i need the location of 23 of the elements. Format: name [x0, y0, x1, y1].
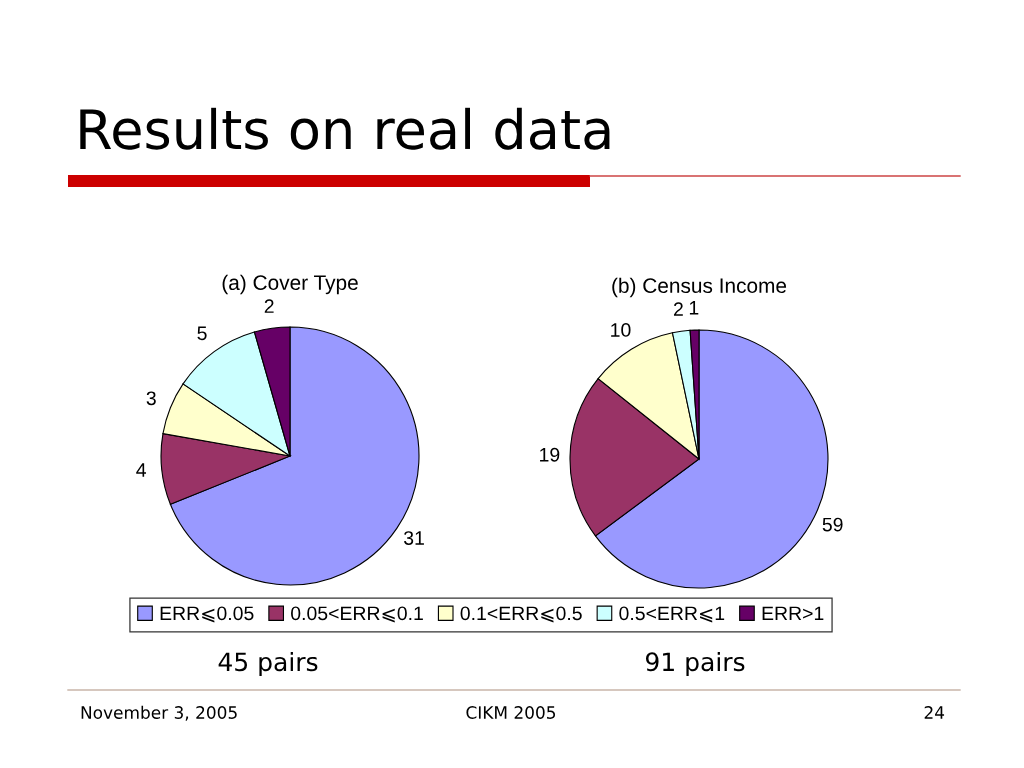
legend-label: 0.1<ERR⩽0.5 — [460, 606, 582, 623]
legend-label: 0.5<ERR⩽1 — [619, 606, 725, 623]
text: 45 pairs — [218, 651, 318, 677]
legend-label: ERR>1 — [762, 606, 824, 621]
data-label: 10 — [611, 323, 631, 337]
chart-title: (b) Census Income — [612, 277, 787, 298]
data-label: 1 — [689, 301, 699, 315]
data-label: 2 — [673, 302, 683, 316]
data-label: 2 — [264, 299, 274, 313]
text: 24 — [924, 706, 945, 719]
data-label: 19 — [540, 447, 560, 462]
data-label: 5 — [197, 326, 207, 341]
text: CIKM 2005 — [466, 706, 556, 719]
legend-label: ERR⩽0.05 — [160, 606, 254, 623]
legend-label: 0.05<ERR⩽0.1 — [291, 606, 423, 623]
data-label: 4 — [136, 463, 147, 477]
text: 91 pairs — [645, 651, 745, 677]
data-label: 59 — [822, 517, 843, 532]
data-label: 31 — [403, 531, 424, 545]
data-label: 3 — [146, 391, 156, 406]
text: Results on real data — [80, 107, 610, 150]
text: November 3, 2005 — [81, 705, 237, 721]
chart-title: (a) Cover Type — [222, 274, 358, 295]
